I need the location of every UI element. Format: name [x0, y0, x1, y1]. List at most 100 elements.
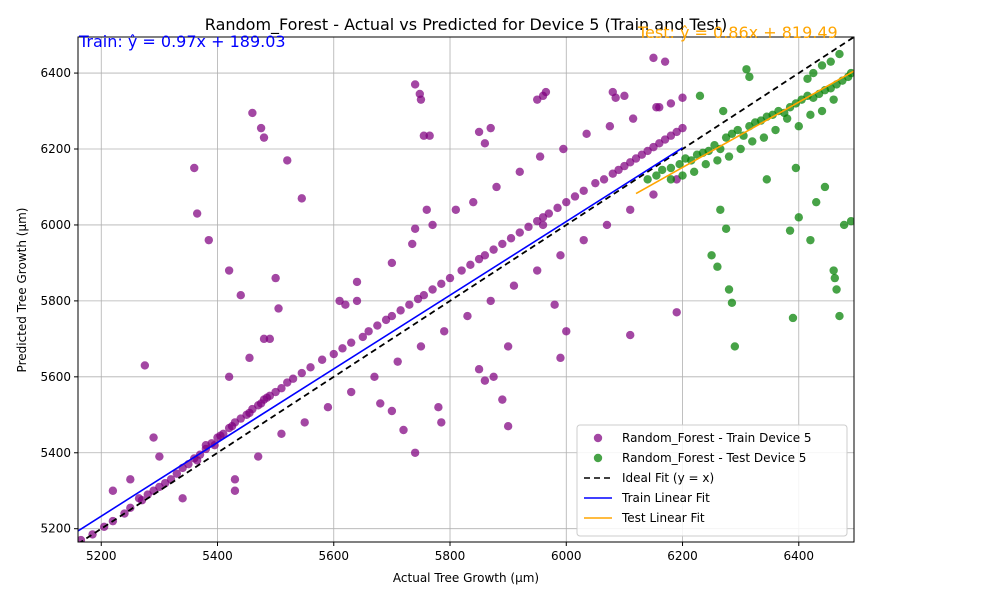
data-point — [329, 349, 338, 359]
data-point — [611, 93, 620, 102]
data-point — [771, 125, 780, 135]
x-tick-label: 5200 — [86, 549, 117, 563]
y-tick-label: 6400 — [40, 66, 71, 80]
data-point — [785, 226, 795, 235]
data-point — [300, 418, 309, 427]
data-point — [579, 186, 588, 195]
fit-line — [635, 70, 854, 195]
data-point — [297, 194, 306, 203]
data-point — [192, 209, 202, 218]
data-point — [335, 296, 344, 306]
data-point — [730, 342, 740, 351]
data-point — [422, 205, 431, 214]
data-point — [652, 103, 661, 112]
data-point — [794, 122, 803, 131]
data-point — [248, 108, 257, 118]
data-point — [666, 99, 676, 108]
x-tick-label: 5400 — [202, 549, 233, 563]
data-point — [486, 296, 495, 306]
data-point — [274, 304, 283, 313]
data-point — [393, 357, 402, 366]
data-point — [108, 486, 118, 495]
legend-label: Test Linear Fit — [621, 511, 705, 525]
data-point — [701, 159, 710, 169]
data-point — [553, 203, 562, 213]
data-point — [201, 440, 211, 450]
data-point — [230, 486, 240, 495]
data-point — [219, 429, 228, 438]
data-point — [434, 403, 443, 412]
y-tick-label: 5400 — [40, 446, 71, 460]
data-point — [346, 338, 356, 347]
data-point — [265, 334, 275, 344]
fit-line — [78, 147, 683, 532]
data-point — [387, 258, 397, 268]
data-point — [230, 475, 240, 484]
data-point — [503, 342, 513, 351]
data-point — [259, 334, 269, 344]
data-point — [550, 300, 559, 309]
data-point — [626, 205, 635, 214]
data-point — [809, 68, 818, 78]
data-point — [782, 114, 792, 123]
data-point — [562, 197, 571, 207]
data-point — [78, 535, 86, 542]
data-point — [437, 418, 446, 427]
data-point — [652, 171, 661, 180]
data-point — [364, 327, 373, 336]
data-point — [480, 376, 490, 385]
data-point — [582, 129, 591, 139]
data-point — [410, 80, 420, 89]
legend: Random_Forest - Train Device 5 Random_For… — [576, 424, 848, 537]
data-point — [791, 163, 801, 173]
data-point — [695, 91, 705, 101]
data-point — [387, 311, 397, 321]
data-point — [428, 285, 437, 294]
data-point — [352, 277, 362, 287]
x-axis-label: Actual Tree Growth (µm) — [393, 571, 539, 585]
data-point — [556, 251, 565, 260]
data-point — [498, 239, 507, 249]
data-point — [806, 110, 815, 120]
data-point — [370, 372, 379, 382]
y-tick-label: 5200 — [40, 522, 71, 536]
data-point — [172, 469, 182, 478]
legend-marker — [593, 433, 603, 443]
data-point — [829, 266, 838, 275]
data-point — [416, 95, 426, 104]
data-point — [126, 475, 135, 484]
data-point — [306, 363, 315, 372]
data-point — [428, 220, 437, 230]
data-point — [376, 399, 385, 408]
data-point — [707, 251, 716, 260]
data-point — [835, 49, 844, 59]
data-point — [544, 209, 554, 218]
data-point — [687, 156, 696, 165]
data-point — [437, 279, 446, 289]
data-point — [666, 163, 676, 173]
data-point — [346, 387, 356, 397]
data-point — [689, 167, 699, 176]
data-point — [463, 311, 472, 321]
train-equation-annotation: Train: ŷ = 0.97x + 189.03 — [78, 32, 286, 51]
data-point — [649, 53, 658, 63]
data-point — [562, 327, 571, 336]
plot-area — [78, 37, 854, 542]
data-point — [643, 175, 652, 184]
data-point — [474, 365, 484, 374]
axis-ticks: 5200 5400 5600 5800 6000 6200 6400 5200 5400 5600… — [40, 66, 814, 563]
data-point — [204, 235, 213, 245]
data-point — [829, 95, 838, 104]
data-point — [317, 355, 327, 364]
x-tick-label: 6000 — [551, 549, 582, 563]
data-point — [419, 290, 429, 300]
y-tick-label: 5600 — [40, 370, 71, 384]
data-point — [410, 224, 420, 233]
data-point — [745, 72, 754, 82]
data-point — [445, 273, 455, 283]
data-point — [277, 429, 286, 438]
chart-title: Random_Forest - Actual vs Predicted for … — [205, 15, 727, 35]
